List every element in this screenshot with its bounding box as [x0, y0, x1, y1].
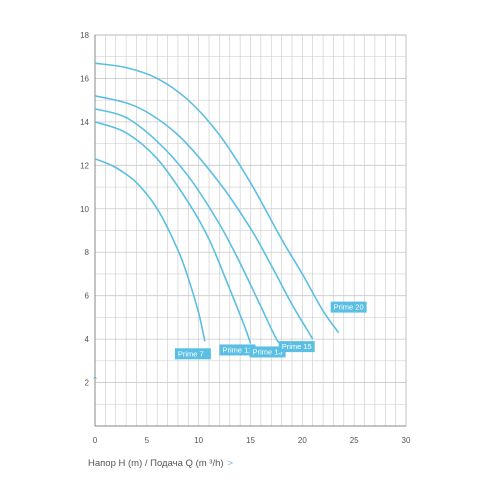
curve-label: Prime 13 — [249, 346, 286, 358]
curve-label-box — [174, 348, 211, 360]
y-tick-label: 10 — [80, 205, 89, 214]
y-tick-label: 18 — [80, 31, 89, 40]
y-tick-label: 2 — [85, 379, 90, 388]
right-arrow-icon: > — [227, 458, 234, 469]
curve-label: Prime 11 — [219, 344, 256, 356]
series-line — [94, 158, 206, 342]
series-line — [94, 95, 314, 340]
tick-labels: 2 4 6 8 10 12 14 16 18 0 5 10 15 20 25 30 ^ — [80, 31, 411, 445]
y-tick-label: 12 — [80, 161, 89, 170]
x-tick-label: 20 — [298, 436, 307, 445]
x-tick-label: 15 — [246, 436, 255, 445]
series-line — [94, 108, 283, 345]
curve-label: Prime 15 — [278, 341, 315, 353]
axis-caption: Напор H (m) / Подача Q (m ³/h) > — [88, 458, 233, 469]
curve-label-text: Prime 15 — [282, 342, 312, 351]
y-tick-label: 14 — [80, 118, 89, 127]
y-tick-label: 6 — [85, 292, 90, 301]
curve-label-text: Prime 7 — [178, 349, 204, 358]
y-tick-label: 16 — [80, 74, 89, 83]
axes — [94, 34, 407, 427]
x-tick-label: 10 — [194, 436, 203, 445]
curves — [94, 62, 340, 345]
curve-label-box — [249, 346, 286, 358]
curve-label-text: Prime 20 — [334, 303, 364, 312]
x-tick-label: 25 — [350, 436, 359, 445]
curve-label-text: Prime 13 — [253, 347, 283, 356]
y-tick-label: 4 — [85, 335, 90, 344]
curve-label: Prime 7 — [174, 348, 211, 360]
axis-caption-text: Напор H (m) / Подача Q (m ³/h) — [88, 458, 224, 469]
curve-label-box — [330, 301, 367, 313]
curve-label-text: Prime 11 — [223, 345, 252, 354]
x-tick-label: 30 — [402, 436, 411, 445]
series-line — [94, 121, 252, 344]
grid — [95, 34, 406, 426]
y-tick-label: 8 — [85, 248, 90, 257]
curve-label: Prime 20 — [330, 301, 367, 313]
x-tick-label: 0 — [93, 436, 98, 445]
up-arrow-icon: ^ — [93, 375, 97, 384]
curve-label-box — [278, 341, 315, 353]
x-tick-label: 5 — [145, 436, 150, 445]
series-line — [94, 62, 340, 334]
curve-label-box — [219, 344, 256, 356]
